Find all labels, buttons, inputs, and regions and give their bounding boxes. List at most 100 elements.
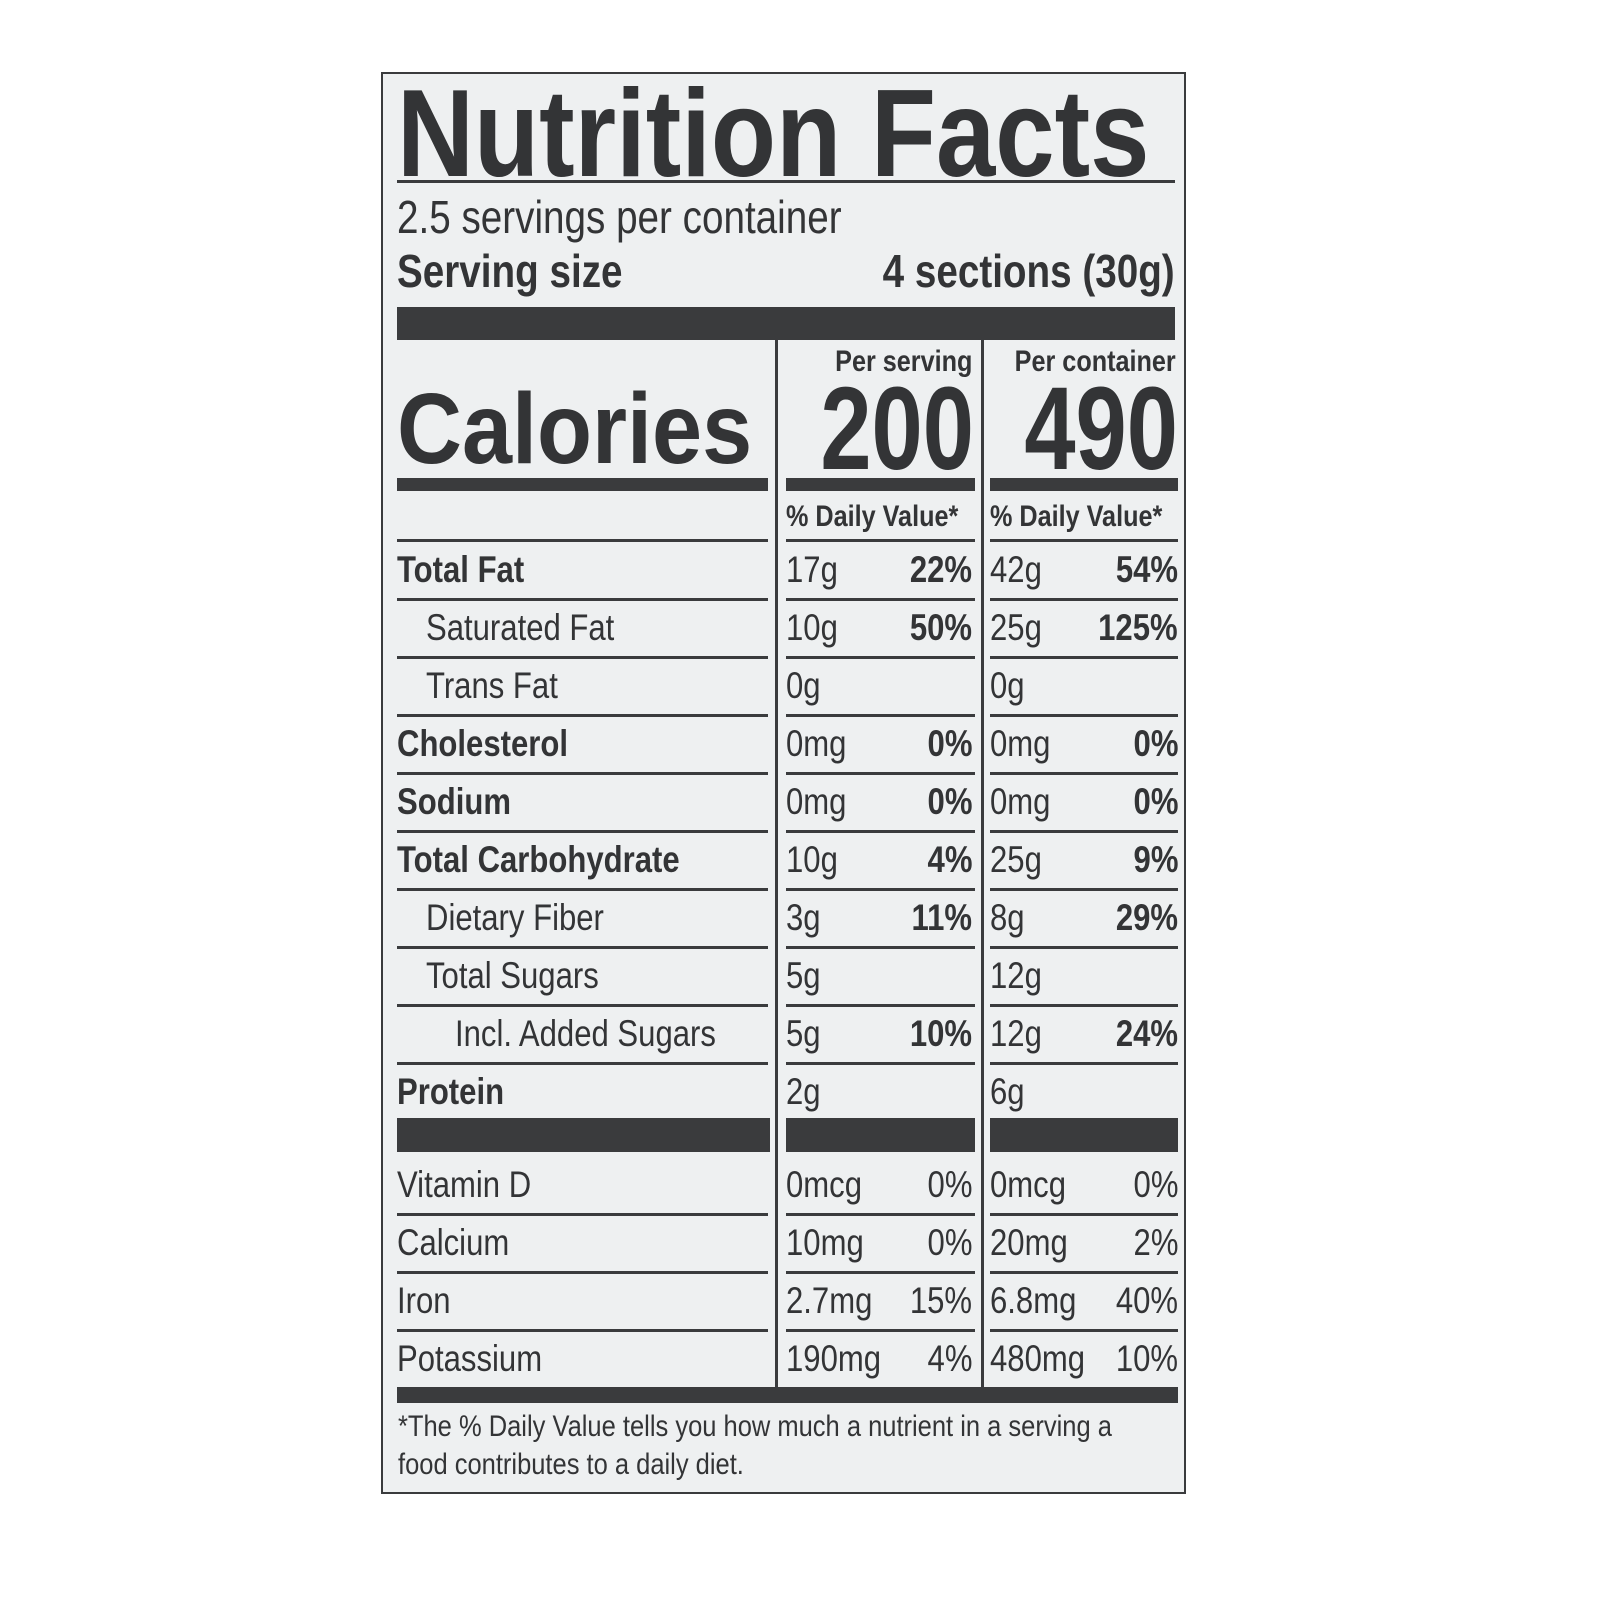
container-amount: 12g [990, 1012, 1042, 1056]
serving-dv: 11% [912, 896, 972, 940]
row-divider [397, 1271, 768, 1274]
serving-dv: 0% [927, 1163, 972, 1207]
nutrient-name: Dietary Fiber [426, 896, 604, 940]
container-dv-text: 0% [1133, 723, 1178, 764]
serving-dv: 4% [927, 838, 972, 882]
serving-dv-text: 10% [909, 1013, 972, 1054]
serving-amount-text: 5g [786, 955, 821, 996]
column-divider [981, 340, 984, 1388]
title-text: Nutrition Facts [397, 65, 1150, 203]
nutrient-name-text: Trans Fat [426, 665, 558, 706]
row-divider [990, 888, 1178, 891]
container-dv-text: 9% [1133, 839, 1178, 880]
nutrient-name: Iron [397, 1279, 451, 1323]
container-amount: 25g [990, 606, 1042, 650]
row-divider [990, 1329, 1178, 1332]
servings-per-container: 2.5 servings per container [397, 192, 842, 242]
container-amount: 6g [990, 1070, 1025, 1114]
vitamins-bar [397, 1118, 770, 1152]
container-dv: 54% [1116, 548, 1178, 592]
serving-dv-text: 0% [927, 1222, 972, 1263]
nutrient-name: Sodium [397, 780, 511, 824]
row-divider [990, 772, 1178, 775]
row-divider [397, 772, 768, 775]
serving-amount: 0mg [786, 722, 846, 766]
row-divider [990, 830, 1178, 833]
nutrient-name-text: Sodium [397, 781, 511, 822]
container-amount-text: 25g [990, 839, 1042, 880]
container-dv: 125% [1099, 606, 1178, 650]
serving-dv: 10% [910, 1012, 972, 1056]
container-dv-text: 40% [1115, 1280, 1178, 1321]
thick-bar [397, 307, 1175, 340]
container-amount: 0mg [990, 780, 1050, 824]
container-dv-text: 54% [1115, 549, 1178, 590]
container-dv-text: 0% [1133, 781, 1178, 822]
calories-per-container: 490 [1024, 370, 1178, 488]
serving-amount: 2.7mg [786, 1279, 872, 1323]
row-divider [397, 1213, 768, 1216]
nutrient-name-text: Saturated Fat [426, 607, 615, 648]
serving-dv: 15% [910, 1279, 972, 1323]
container-amount: 42g [990, 548, 1042, 592]
serving-amount-text: 2.7mg [786, 1280, 873, 1321]
serving-amount: 10mg [786, 1221, 864, 1265]
nutrient-name-text: Vitamin D [397, 1164, 532, 1205]
divider [786, 539, 975, 542]
per-serving-header: Per serving [835, 346, 972, 378]
nutrient-name-text: Protein [397, 1071, 505, 1112]
serving-amount: 0mcg [786, 1163, 862, 1207]
serving-dv-text: 4% [927, 1338, 972, 1379]
row-divider [397, 1004, 768, 1007]
container-amount: 12g [990, 954, 1042, 998]
calories-per-serving: 200 [820, 370, 974, 488]
container-dv-text: 0% [1133, 1164, 1178, 1205]
serving-amount-text: 3g [786, 897, 821, 938]
row-divider [786, 1271, 975, 1274]
container-amount-text: 0g [990, 665, 1025, 706]
nutrient-name-text: Iron [397, 1280, 451, 1321]
serving-dv-text: 0% [927, 723, 972, 764]
divider [397, 180, 1175, 183]
row-divider [786, 946, 975, 949]
serving-dv: 22% [910, 548, 972, 592]
row-divider [397, 946, 768, 949]
serving-dv-text: 22% [909, 549, 972, 590]
container-amount: 0g [990, 664, 1025, 708]
row-divider [990, 1271, 1178, 1274]
footer-bar [397, 1387, 1178, 1403]
serving-amount: 5g [786, 954, 821, 998]
serving-size-label-text: Serving size [397, 245, 623, 297]
label-title: Nutrition Facts [397, 72, 1149, 196]
nutrient-name: Vitamin D [397, 1163, 531, 1207]
serving-dv-text: 50% [909, 607, 972, 648]
container-amount: 480mg [990, 1337, 1085, 1381]
row-divider [397, 714, 768, 717]
nutrient-name: Calcium [397, 1221, 509, 1265]
row-divider [397, 656, 768, 659]
row-divider [397, 1329, 768, 1332]
row-divider [990, 598, 1178, 601]
container-amount-text: 0mg [990, 723, 1051, 764]
calories-bar [397, 478, 768, 491]
vitamins-bar [990, 1118, 1178, 1152]
container-dv: 29% [1116, 896, 1178, 940]
row-divider [397, 888, 768, 891]
container-amount-text: 20mg [990, 1222, 1068, 1263]
calories-bar [786, 478, 975, 491]
container-amount: 8g [990, 896, 1025, 940]
container-amount-text: 12g [990, 1013, 1042, 1054]
nutrient-name: Incl. Added Sugars [455, 1012, 716, 1056]
calories-text: Calories [397, 373, 753, 485]
row-divider [786, 1329, 975, 1332]
serving-amount-text: 0mg [786, 781, 847, 822]
serving-amount-text: 2g [786, 1071, 821, 1112]
container-dv: 9% [1133, 838, 1178, 882]
per-serving-text: Per serving [834, 345, 972, 378]
container-dv-text: 10% [1115, 1338, 1178, 1379]
serving-amount: 2g [786, 1070, 821, 1114]
serving-dv-text: 11% [911, 897, 972, 938]
divider [397, 539, 768, 542]
container-amount-text: 8g [990, 897, 1025, 938]
container-dv-text: 2% [1133, 1222, 1178, 1263]
